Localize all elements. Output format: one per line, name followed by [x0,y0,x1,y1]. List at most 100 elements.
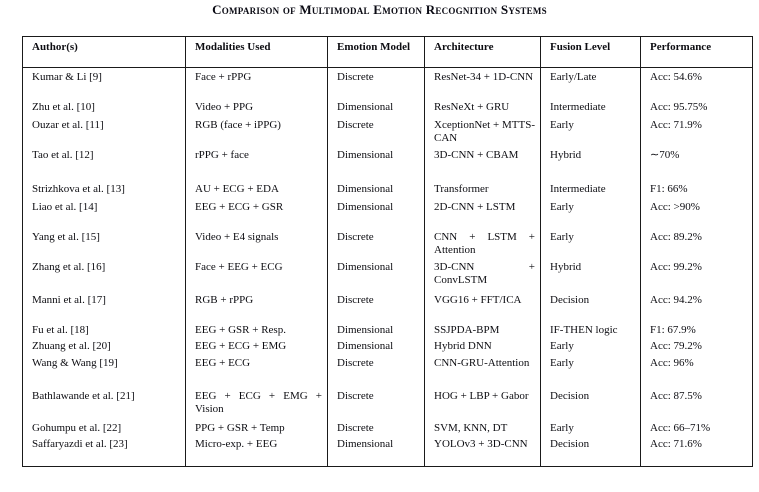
cell-fusion-level: Decision [540,290,641,321]
cell-modalities: EEG + ECG + GSR [185,197,328,228]
cell-architecture: 3D-CNN + CBAM [424,145,541,180]
cell-performance: Acc: 96% [640,353,753,387]
cell-performance: F1: 66% [640,179,753,198]
table-row: Bathlawande et al. [21] EEG + ECG + EMG +… [23,386,753,419]
cell-author: Zhu et al. [10] [32,100,95,113]
cell-modalities: Video + E4 signals [185,227,328,258]
cell-performance: Acc: 54.6% [640,67,753,98]
table-row: Yang et al. [15] Video + E4 signals Discre… [23,227,753,258]
cell-emotion-model: Dimensional [327,197,425,228]
cell-fusion-level: Hybrid [540,145,641,180]
cell-fusion-level: Hybrid [540,257,641,291]
table-row: Zhuang et al. [20] EEG + ECG + EMG Dimensi… [23,337,753,354]
cell-emotion-model: Discrete [327,386,425,419]
cell-architecture: Hybrid DNN [424,337,541,354]
cell-fusion-level: Early/Late [540,67,641,98]
cell-emotion-model: Dimensional [327,97,425,116]
cell-author: Saffaryazdi et al. [23] [32,438,128,450]
cell-author: Bathlawande et al. [21] [32,389,135,402]
cell-emotion-model: Discrete [327,353,425,387]
table-body: Kumar & Li [9] Face + rPPG Discrete ResNet-… [23,67,753,466]
cell-architecture: HOG + LBP + Gabor [424,386,541,419]
cell-emotion-model: Dimensional [327,435,425,466]
table-row: Tao et al. [12] rPPG + face Dimensional 3D-… [23,145,753,180]
cell-modalities: EEG + ECG + EMG + Vision [185,386,328,419]
cell-architecture: VGG16 + FFT/ICA [424,290,541,321]
cell-author: Yang et al. [15] [32,230,100,243]
table-row: Zhang et al. [16] Face + EEG + ECG Dimensi… [23,257,753,291]
cell-emotion-model: Discrete [327,290,425,321]
header-emotion-model: Emotion Model [327,36,425,68]
cell-architecture: ResNet-34 + 1D-CNN [424,67,541,98]
cell-modalities: rPPG + face [185,145,328,180]
cell-performance: Acc: 66–71% [640,418,753,435]
cell-author: Zhuang et al. [20] [32,340,111,352]
table-row: Ouzar et al. [11] RGB (face + iPPG) Discre… [23,115,753,146]
cell-fusion-level: Early [540,337,641,354]
cell-modalities: PPG + GSR + Temp [185,418,328,435]
cell-architecture: 3D-CNN + ConvLSTM [424,257,541,291]
cell-modalities: AU + ECG + EDA [185,179,328,198]
cell-emotion-model: Dimensional [327,320,425,337]
cell-fusion-level: Early [540,418,641,435]
cell-modalities: Face + EEG + ECG [185,257,328,291]
cell-modalities: RGB + rPPG [185,290,328,321]
cell-fusion-level: Decision [540,386,641,419]
cell-modalities: Video + PPG [185,97,328,116]
cell-emotion-model: Dimensional [327,145,425,180]
cell-performance: Acc: 79.2% [640,337,753,354]
cell-fusion-level: Early [540,115,641,146]
cell-performance: Acc: 95.75% [640,97,753,116]
table-row: Manni et al. [17] RGB + rPPG Discrete VGG16… [23,290,753,321]
cell-architecture: Transformer [424,179,541,198]
cell-fusion-level: Early [540,197,641,228]
cell-fusion-level: Intermediate [540,179,641,198]
cell-author: Liao et al. [14] [32,200,98,213]
header-architecture: Architecture [424,36,541,68]
cell-architecture: CNN-GRU-Attention [424,353,541,387]
cell-author: Gohumpu et al. [22] [32,421,122,434]
table-header-row: Author(s) Modalities Used Emotion Model … [22,36,753,68]
cell-emotion-model: Discrete [327,67,425,98]
cell-performance: Acc: 71.6% [640,435,753,466]
cell-author: Ouzar et al. [11] [32,118,104,131]
cell-modalities: Face + rPPG [185,67,328,98]
cell-fusion-level: Decision [540,435,641,466]
table-row: Gohumpu et al. [22] PPG + GSR + Temp Discr… [23,418,753,435]
cell-performance: Acc: 99.2% [640,257,753,291]
cell-performance: Acc: 87.5% [640,386,753,419]
header-fusion-level: Fusion Level [540,36,641,68]
cell-architecture: SVM, KNN, DT [424,418,541,435]
table-row: Wang & Wang [19] EEG + ECG Discrete CNN-GRU… [23,353,753,387]
cell-author: Zhang et al. [16] [32,260,106,273]
table-row: Liao et al. [14] EEG + ECG + GSR Dimension… [23,197,753,228]
cell-modalities: Micro-exp. + EEG [185,435,328,466]
cell-performance: F1: 67.9% [640,320,753,337]
cell-emotion-model: Discrete [327,115,425,146]
cell-architecture: SSJPDA-BPM [424,320,541,337]
cell-performance: Acc: 71.9% [640,115,753,146]
comparison-table: Author(s) Modalities Used Emotion Model … [22,36,753,467]
table-row: Kumar & Li [9] Face + rPPG Discrete ResNet-… [23,67,753,98]
cell-modalities: EEG + ECG + EMG [185,337,328,354]
header-authors: Author(s) [22,36,186,68]
cell-fusion-level: Early [540,353,641,387]
cell-emotion-model: Dimensional [327,337,425,354]
cell-architecture: 2D-CNN + LSTM [424,197,541,228]
cell-architecture: XceptionNet + MTTS-CAN [424,115,541,146]
cell-author: Manni et al. [17] [32,293,106,306]
table-row: Strizhkova et al. [13] AU + ECG + EDA Dime… [23,179,753,198]
cell-performance: Acc: 94.2% [640,290,753,321]
cell-author: Strizhkova et al. [13] [32,182,125,195]
cell-emotion-model: Dimensional [327,257,425,291]
table-caption: Comparison of Multimodal Emotion Recogni… [212,2,547,17]
table-row: Zhu et al. [10] Video + PPG Dimensional Res… [23,97,753,116]
cell-fusion-level: IF-THEN logic [540,320,641,337]
cell-modalities: RGB (face + iPPG) [185,115,328,146]
cell-modalities: EEG + GSR + Resp. [185,320,328,337]
cell-author: Kumar & Li [9] [32,71,102,83]
table-row: Fu et al. [18] EEG + GSR + Resp. Dimension… [23,320,753,337]
table-row: Saffaryazdi et al. [23] Micro-exp. + EEG D… [23,435,753,466]
cell-emotion-model: Discrete [327,418,425,435]
